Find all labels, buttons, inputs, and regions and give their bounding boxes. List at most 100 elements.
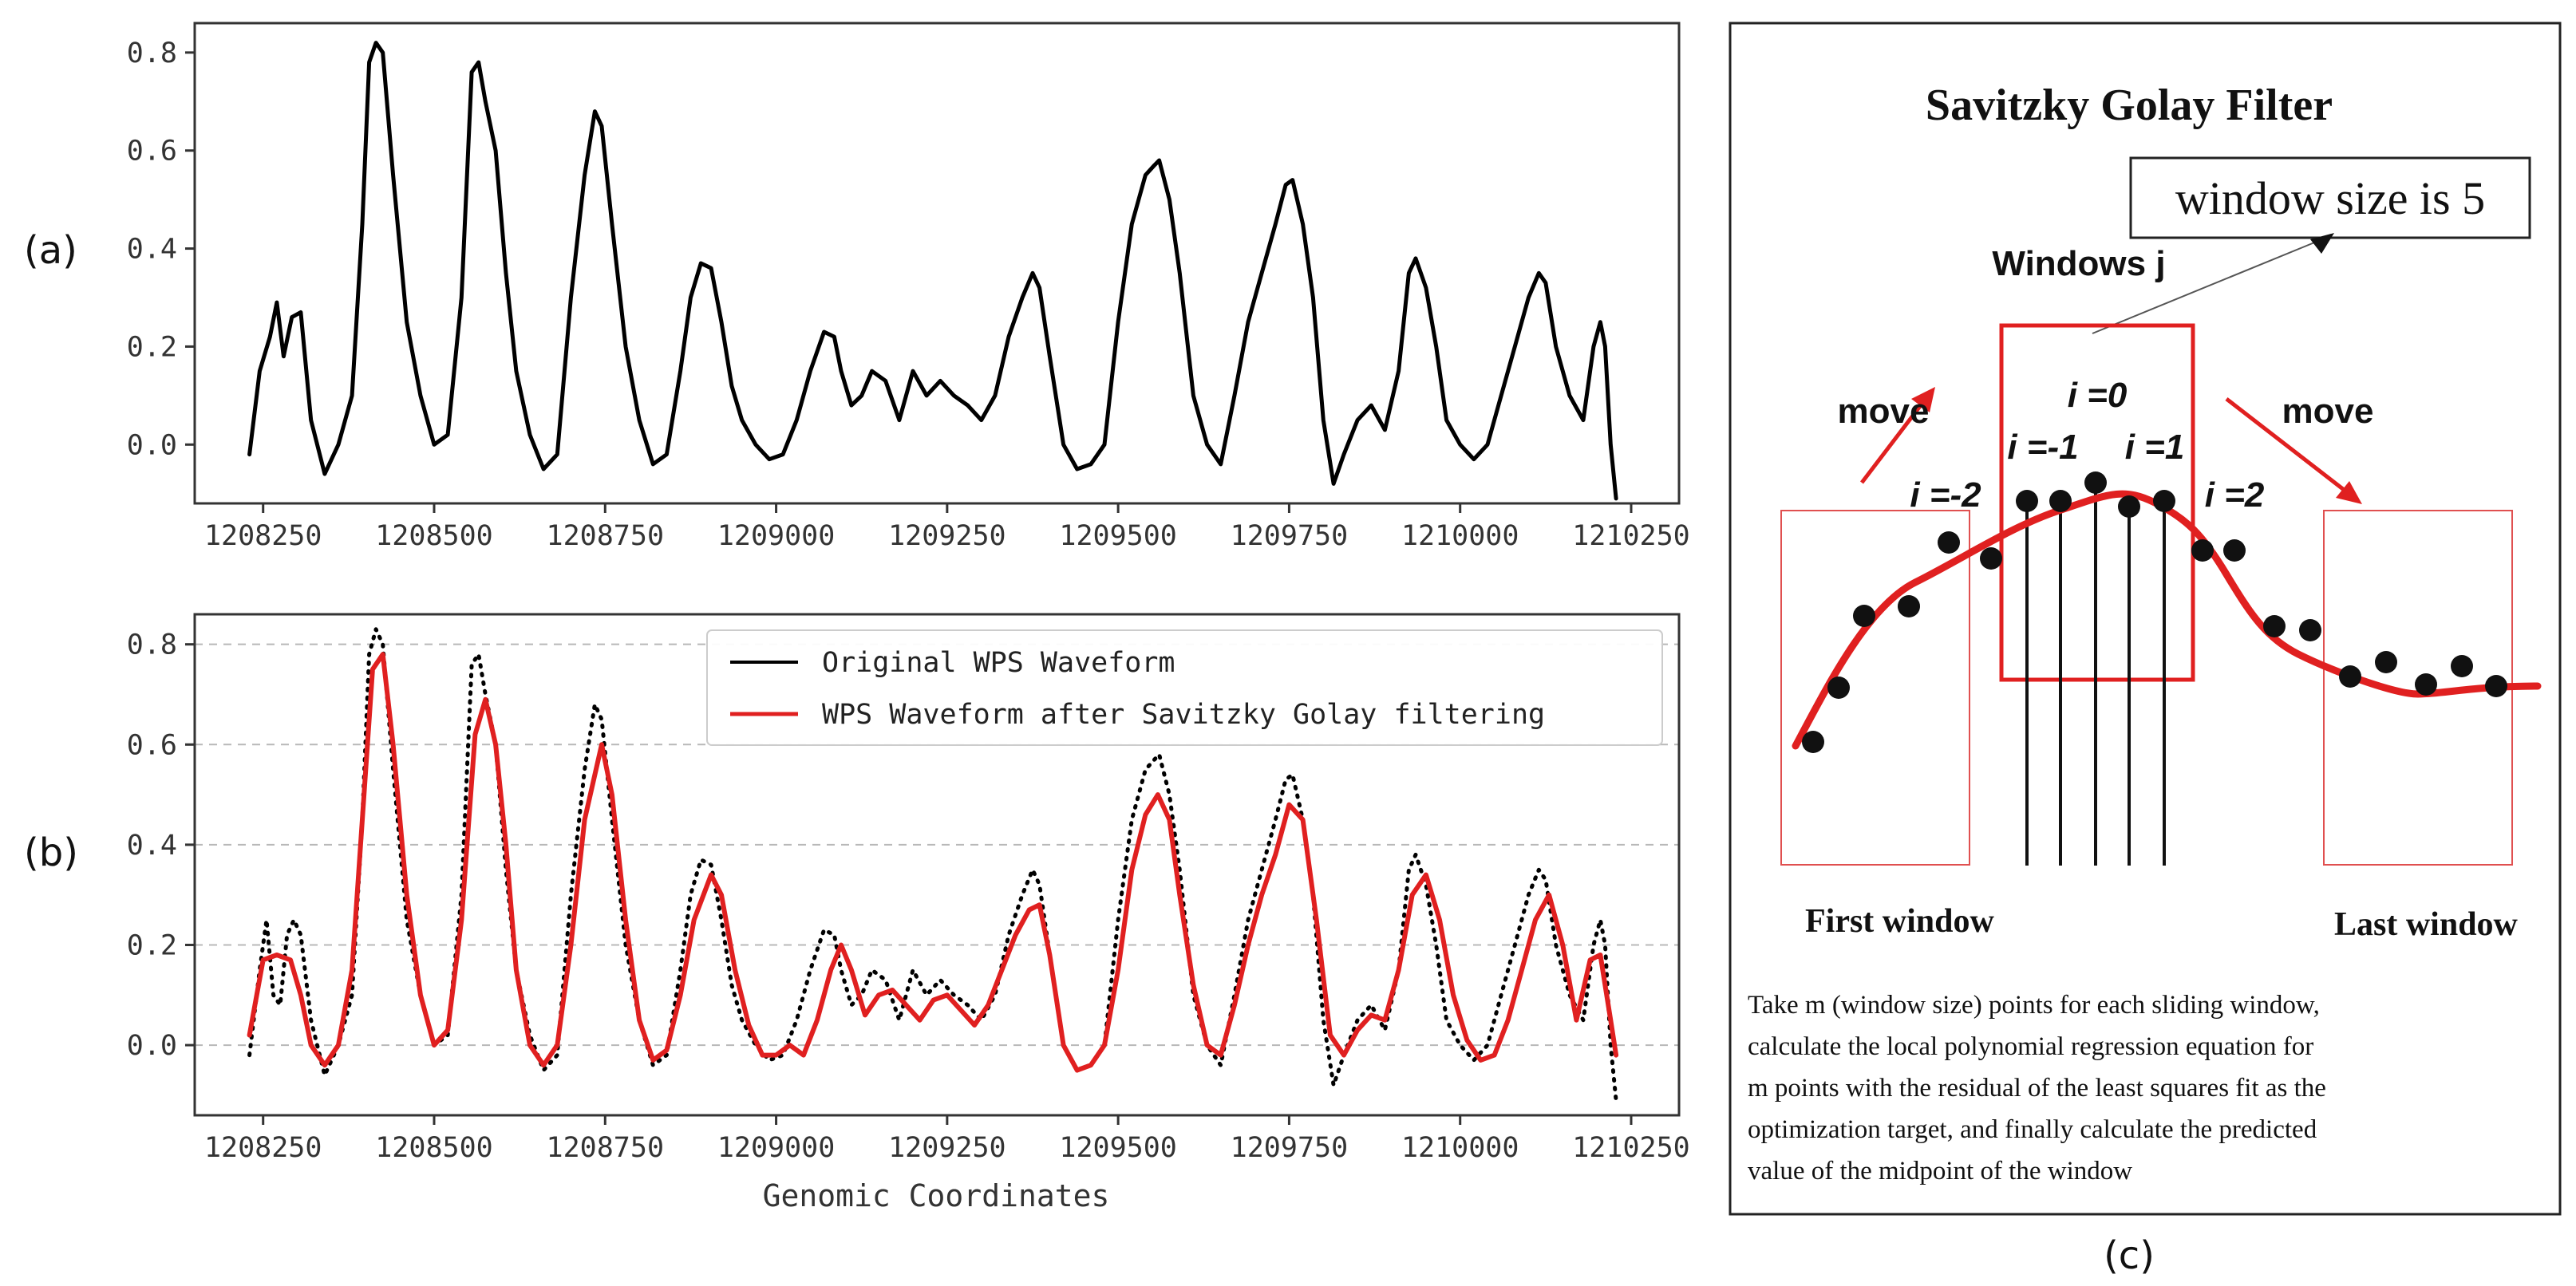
x-tick-label: 1210000 <box>1401 1132 1519 1164</box>
sample-point <box>2153 490 2175 512</box>
last-window-label: Last window <box>2334 906 2519 943</box>
panel-b-y-ticks: 0.0 0.2 0.4 0.6 0.8 <box>127 629 195 1062</box>
panel-a-x-ticks: 1208250 1208500 1208750 1209000 1209250 12095… <box>204 503 1690 552</box>
index-label-i-0: i =0 <box>2068 376 2128 415</box>
x-tick-label: 1209500 <box>1059 520 1177 552</box>
x-tick-label: 1208500 <box>375 520 493 552</box>
x-tick-label: 1208250 <box>204 1132 322 1164</box>
y-tick-label: 0.2 <box>127 929 177 961</box>
sample-point <box>2299 619 2321 641</box>
sample-point <box>1853 605 1875 627</box>
panel-b-x-axis-label: Genomic Coordinates <box>763 1178 1110 1213</box>
move-right-arrowhead <box>2336 481 2362 504</box>
window-point-lines <box>2025 479 2166 866</box>
legend-label-original: Original WPS Waveform <box>822 647 1175 679</box>
x-tick-label: 1210000 <box>1401 520 1519 552</box>
x-tick-label: 1209250 <box>888 520 1006 552</box>
sample-point <box>1938 531 1960 554</box>
move-right-label: move <box>2282 392 2374 431</box>
x-tick-label: 1208500 <box>375 1132 493 1164</box>
panel-a-series <box>247 41 1618 501</box>
x-tick-label: 1210250 <box>1572 520 1690 552</box>
legend-label-filtered: WPS Waveform after Savitzky Golay filter… <box>822 699 1545 731</box>
y-tick-label: 0.4 <box>127 830 177 862</box>
sample-point <box>1802 731 1824 753</box>
description-line: calculate the local polynomial regressio… <box>1748 1032 2313 1061</box>
x-tick-label: 1209000 <box>717 520 836 552</box>
panel-a-y-ticks: 0.0 0.2 0.4 0.6 0.8 <box>127 37 195 461</box>
x-tick-label: 1209750 <box>1231 520 1349 552</box>
series-line-0 <box>247 627 1618 1103</box>
move-left-arrow-shaft <box>1860 397 1927 484</box>
sample-point <box>2339 665 2361 688</box>
description-line: optimization target, and finally calcula… <box>1748 1115 2317 1144</box>
series-line-0 <box>247 41 1618 501</box>
index-label-i-minus-2: i =-2 <box>1910 475 1981 515</box>
x-tick-label: 1210250 <box>1572 1132 1690 1164</box>
panel-a-label: (a) <box>24 228 77 273</box>
sample-point <box>2223 539 2246 562</box>
window-label: Windows j <box>1992 244 2165 283</box>
panel-b-label: (b) <box>24 830 78 875</box>
panel-b-x-ticks: 1208250 1208500 1208750 1209000 1209250 12095… <box>204 1115 1690 1164</box>
move-left-arrowhead <box>1911 387 1935 412</box>
sample-point <box>1980 547 2002 570</box>
panel-b-line-chart: (b) 0.0 0.2 0.4 0.6 0.8 1208250 1208500 120875… <box>24 613 1690 1213</box>
sample-point <box>2485 675 2507 697</box>
y-tick-label: 0.6 <box>127 136 177 168</box>
panel-b-series <box>247 627 1619 1103</box>
sample-point <box>1898 595 1920 617</box>
callout-pointer-line <box>2092 240 2319 334</box>
x-tick-label: 1208250 <box>204 520 322 552</box>
callout-pointer-arrowhead <box>2310 233 2334 254</box>
move-left-label: move <box>1838 392 1930 431</box>
y-tick-label: 0.0 <box>127 429 177 461</box>
sample-point <box>2415 673 2437 696</box>
callout-text: window size is 5 <box>2175 172 2485 224</box>
panel-b-legend: Original WPS Waveform WPS Waveform after… <box>706 629 1663 746</box>
sample-point <box>2084 471 2107 494</box>
first-window-box <box>1780 510 1970 866</box>
description-line: value of the midpoint of the window <box>1748 1157 2132 1185</box>
panel-c-frame <box>1729 22 2562 1216</box>
y-tick-label: 0.4 <box>127 234 177 266</box>
x-tick-label: 1209250 <box>888 1132 1006 1164</box>
move-right-arrow-shaft <box>2225 397 2352 496</box>
description-text: Take m (window size) points for each sli… <box>1748 991 2326 1185</box>
x-tick-label: 1208750 <box>547 1132 665 1164</box>
x-tick-label: 1209500 <box>1059 1132 1177 1164</box>
y-tick-label: 0.0 <box>127 1030 177 1062</box>
index-label-i-1: i =1 <box>2125 428 2185 467</box>
index-label-i-minus-1: i =-1 <box>2007 428 2078 467</box>
x-tick-label: 1209000 <box>717 1132 836 1164</box>
y-tick-label: 0.2 <box>127 331 177 363</box>
sample-point <box>2451 655 2473 677</box>
index-label-i-2: i =2 <box>2205 475 2265 515</box>
description-line: m points with the residual of the least … <box>1748 1074 2326 1103</box>
sample-point <box>2375 651 2397 673</box>
sample-point <box>1827 677 1850 699</box>
panel-a-plot-frame <box>193 22 1681 505</box>
x-tick-label: 1209750 <box>1231 1132 1349 1164</box>
panel-c-diagram: Savitzky Golay Filter window size is 5 W… <box>1729 22 2562 1278</box>
sample-point <box>2016 490 2038 512</box>
smoothed-red-curve <box>1792 490 2542 750</box>
first-window-label: First window <box>1805 903 1995 940</box>
sample-point <box>2118 495 2140 518</box>
panel-a-line-chart: (a) 0.0 0.2 0.4 0.6 0.8 1208250 1208500 120875… <box>24 22 1690 552</box>
y-tick-label: 0.6 <box>127 729 177 761</box>
series-line-1 <box>247 652 1619 1073</box>
sample-points <box>1802 471 2507 753</box>
panel-b-plot-frame <box>193 613 1681 1117</box>
sample-point <box>2049 490 2072 512</box>
panel-c-label: (c) <box>2104 1233 2155 1278</box>
panel-b-legend-box <box>706 629 1663 746</box>
y-tick-label: 0.8 <box>127 37 177 69</box>
sample-point <box>2191 539 2214 562</box>
y-tick-label: 0.8 <box>127 629 177 661</box>
x-tick-label: 1208750 <box>547 520 665 552</box>
sample-point <box>2263 615 2286 637</box>
description-line: Take m (window size) points for each sli… <box>1748 991 2320 1020</box>
panel-c-title: Savitzky Golay Filter <box>1926 81 2333 130</box>
